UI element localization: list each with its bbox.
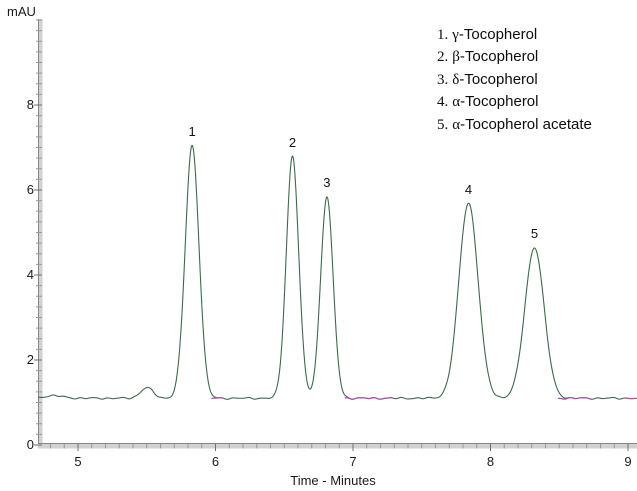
- y-axis-unit-label: mAU: [7, 4, 36, 19]
- x-tick-label: 8: [486, 454, 495, 469]
- legend-item-number: 5.: [437, 116, 449, 133]
- legend-item-greek: α: [452, 116, 461, 133]
- legend-item-3: 3. δ-Tocopherol: [437, 71, 592, 93]
- peak-label-2: 2: [288, 135, 297, 150]
- legend-item-greek: α: [452, 94, 461, 111]
- chromatogram-trace: [37, 144, 637, 400]
- peak-label-4: 4: [464, 181, 473, 197]
- legend-item-1: 1. γ-Tocopherol: [437, 26, 592, 48]
- x-tick-label: 6: [211, 454, 220, 469]
- peak-label-1: 1: [188, 124, 196, 140]
- y-tick-label: 4: [26, 267, 34, 282]
- legend-item-number: 2.: [437, 49, 449, 66]
- legend-item-number: 1.: [437, 27, 449, 43]
- peak-label-5: 5: [530, 226, 539, 242]
- baseline-trace-segment: [211, 397, 224, 399]
- legend-item-number: 4.: [437, 94, 449, 111]
- legend-item-name: -Tocopherol acetate: [460, 115, 592, 133]
- x-tick-label: 7: [349, 454, 357, 469]
- peak-label-3: 3: [323, 175, 331, 191]
- legend-item-name: -Tocopherol: [460, 93, 539, 111]
- legend-item-4: 4. α-Tocopherol: [437, 93, 592, 115]
- legend-item-name: -Tocopherol: [459, 48, 539, 66]
- x-axis: [38, 443, 637, 449]
- x-axis-title: Time - Minutes: [290, 473, 376, 488]
- y-tick-label: 0: [26, 437, 34, 452]
- legend-item-number: 3.: [437, 71, 449, 88]
- legend-item-5: 5. α-Tocopherol acetate: [437, 116, 592, 138]
- legend-item-greek: δ: [452, 71, 460, 88]
- peak-legend: 1. γ-Tocopherol 2. β-Tocopherol 3. δ-Tocoph…: [437, 26, 592, 138]
- y-tick-label: 8: [26, 97, 34, 112]
- legend-item-2: 2. β-Tocopherol: [437, 48, 592, 70]
- legend-item-name: -Tocopherol: [458, 26, 538, 43]
- baseline-trace-segment: [557, 397, 593, 400]
- legend-item-name: -Tocopherol: [459, 70, 538, 88]
- y-tick-label: 2: [26, 352, 34, 367]
- x-tick-label: 5: [74, 454, 82, 469]
- x-tick-label: 9: [624, 454, 632, 469]
- y-tick-label: 6: [26, 182, 34, 197]
- baseline-trace-segment: [344, 397, 393, 400]
- legend-item-greek: γ: [452, 27, 459, 43]
- legend-item-greek: β: [452, 49, 460, 66]
